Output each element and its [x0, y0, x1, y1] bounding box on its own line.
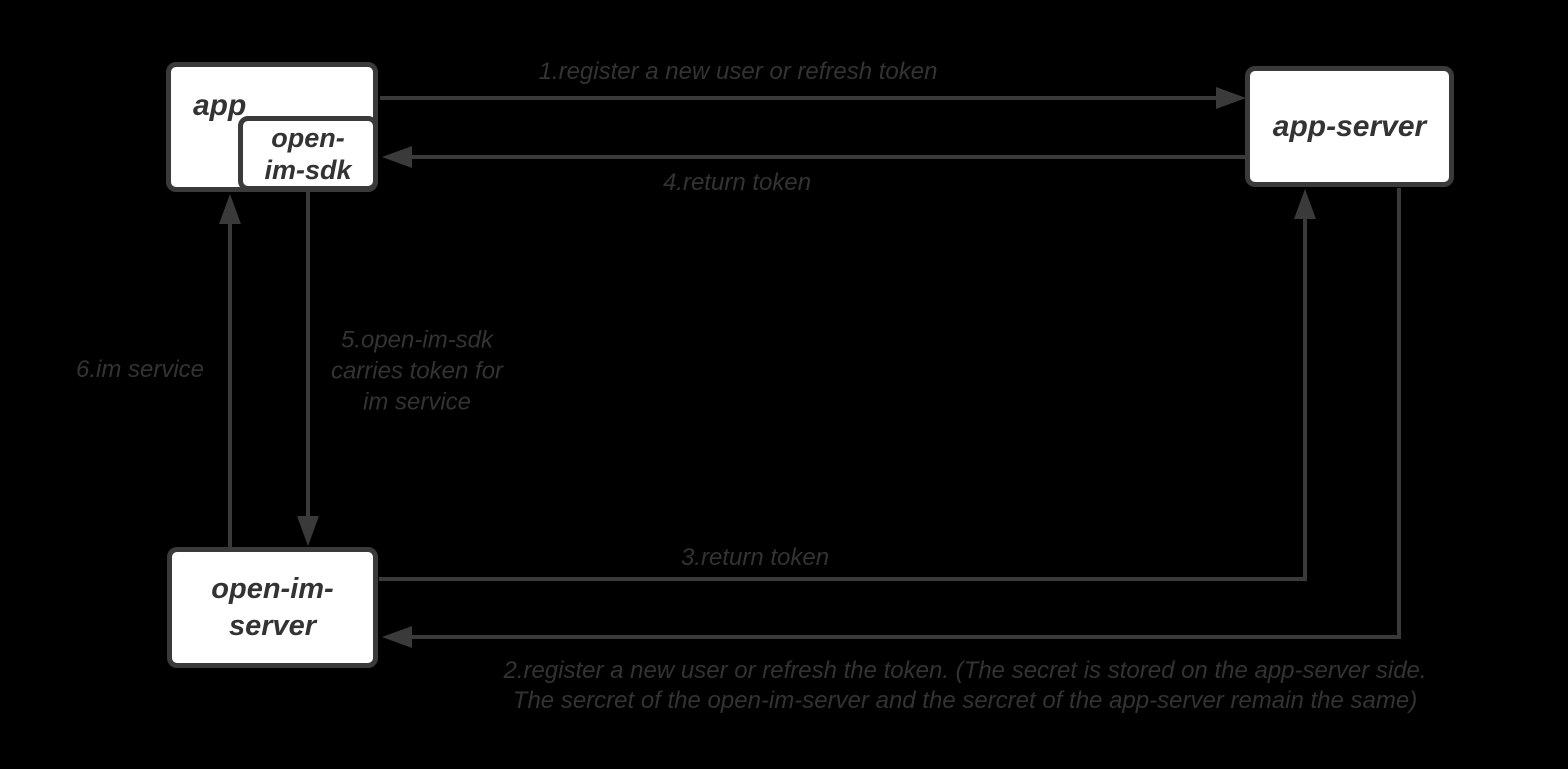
- arrow-return-token-3-line: [379, 219, 1307, 581]
- arrow-left-icon: [382, 626, 412, 648]
- edge-label-return-token-4: 4.return token: [662, 169, 812, 196]
- node-open-im-sdk: open- im-sdk: [238, 116, 378, 191]
- arrow-down-icon: [297, 516, 319, 546]
- node-app-server-label: app-server: [1272, 109, 1427, 143]
- edge-label-register-2-line2: The sercret of the open-im-server and th…: [512, 687, 1418, 714]
- edge-label-sdk-carries-token-line1: 5.open-im-sdk: [340, 326, 494, 354]
- arrow-up-icon: [219, 194, 241, 224]
- node-app-server: app-server: [1245, 66, 1454, 187]
- arrow-up-icon: [1294, 189, 1316, 219]
- node-open-im-server: open-im- server: [167, 547, 378, 668]
- node-open-im-server-label-line1: open-im-: [211, 572, 334, 605]
- arrow-right-icon: [1216, 87, 1246, 109]
- edge-label-return-token-3: 3.return token: [680, 544, 830, 571]
- node-open-im-server-label-line2: server: [228, 609, 317, 642]
- edge-label-sdk-carries-token: 5.open-im-sdk carries token for im servi…: [331, 325, 503, 418]
- arrow-left-icon: [382, 146, 412, 168]
- edge-label-register-2: 2.register a new user or refresh the tok…: [503, 656, 1426, 716]
- node-app-label: app: [193, 89, 247, 122]
- arrow-register-2-line: [412, 188, 1401, 639]
- edge-label-register-2-line1: 2.register a new user or refresh the tok…: [503, 657, 1427, 684]
- node-open-im-sdk-label-line2: im-sdk: [264, 154, 352, 185]
- node-open-im-sdk-label-line1: open-: [271, 122, 345, 153]
- edge-label-register-token: 1.register a new user or refresh token: [538, 58, 938, 85]
- edge-label-im-service: 6.im service: [75, 356, 205, 383]
- edge-label-sdk-carries-token-line3: im service: [362, 388, 472, 416]
- edge-label-sdk-carries-token-line2: carries token for: [330, 357, 504, 385]
